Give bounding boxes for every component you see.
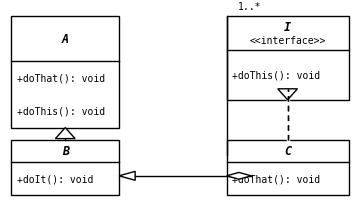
Text: I: I [284, 21, 291, 33]
Bar [226, 140, 348, 195]
Text: +doIt(): void: +doIt(): void [17, 174, 93, 184]
Bar [12, 17, 119, 128]
Text: <<interface>>: <<interface>> [249, 36, 326, 46]
Polygon shape [119, 172, 135, 180]
Text: A: A [62, 33, 69, 46]
Polygon shape [55, 128, 75, 139]
Polygon shape [278, 89, 297, 100]
Bar [12, 140, 119, 195]
Text: +doThat(): void: +doThat(): void [17, 73, 105, 83]
Text: +doThat(): void: +doThat(): void [232, 174, 320, 184]
Text: +doThis(): void: +doThis(): void [17, 106, 105, 116]
Polygon shape [226, 173, 251, 179]
Bar [226, 17, 348, 100]
Text: B: B [62, 144, 69, 157]
Text: +doThis(): void: +doThis(): void [232, 70, 320, 80]
Text: 1..*: 1..* [237, 2, 261, 12]
Text: C: C [284, 144, 291, 157]
